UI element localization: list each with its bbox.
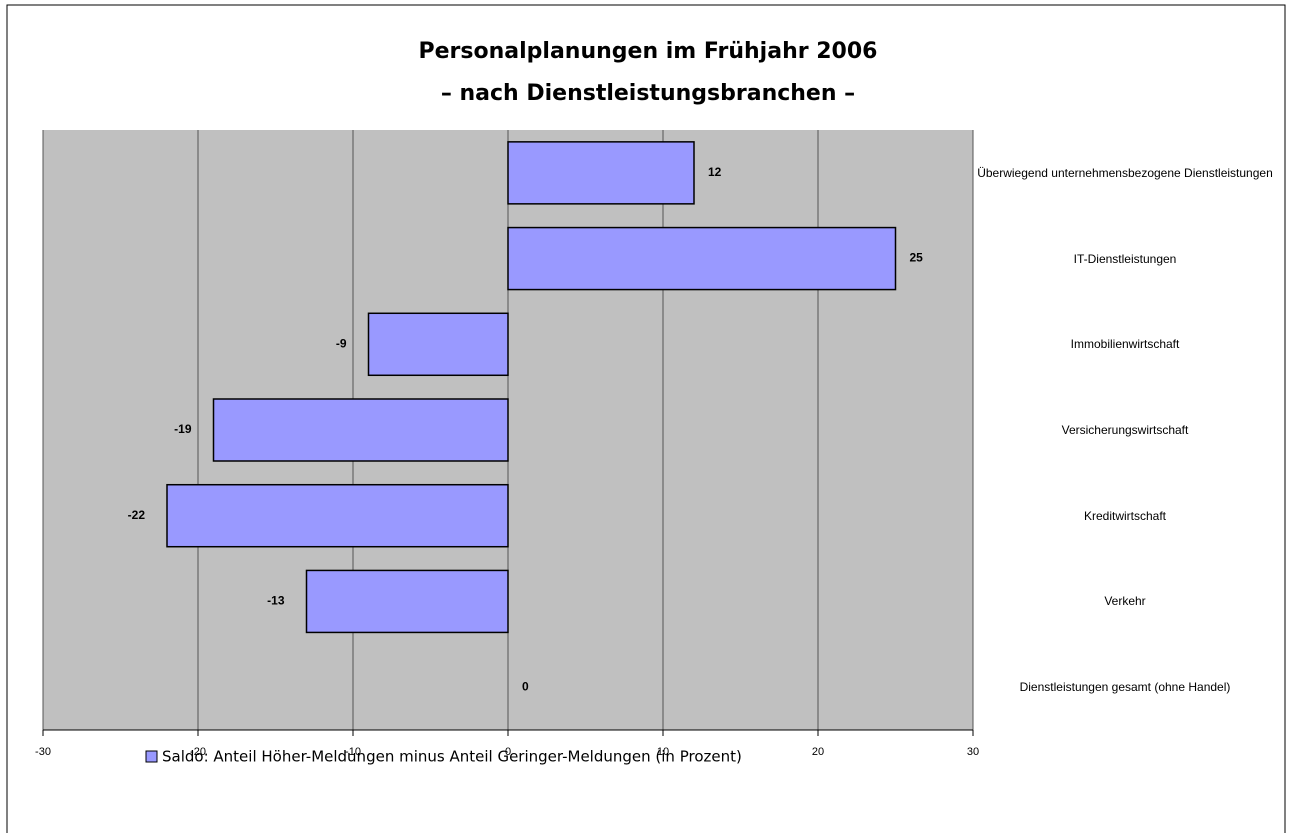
bar xyxy=(507,226,897,291)
x-tick-label: -10 xyxy=(345,746,361,758)
data-label: 0 xyxy=(522,679,529,693)
data-label: -19 xyxy=(174,422,192,436)
y-tick-label: IT-Dienstleistungen xyxy=(1073,251,1177,266)
y-tick-label: Immobilienwirtschaft xyxy=(1070,337,1180,352)
bar xyxy=(212,398,509,462)
x-tick-label: -20 xyxy=(190,746,206,758)
x-tick-label: 0 xyxy=(505,746,511,758)
chart-title: Personalplanungen im Frühjahr 2006 xyxy=(419,39,878,64)
y-tick-label: Kreditwirtschaft xyxy=(1083,508,1167,523)
bar xyxy=(367,312,509,377)
data-label: -22 xyxy=(128,508,146,522)
bar xyxy=(305,569,509,634)
chart-subtitle: – nach Dienstleistungsbranchen – xyxy=(441,81,855,106)
bar xyxy=(507,141,695,205)
x-tick-label: 30 xyxy=(967,746,979,758)
y-tick-label: Überwiegend unternehmensbezogene Dienstl… xyxy=(977,165,1273,180)
data-label: 25 xyxy=(910,251,924,265)
x-tick-label: 10 xyxy=(657,746,669,758)
y-tick-label: Dienstleistungen gesamt (ohne Handel) xyxy=(1019,680,1231,695)
x-tick-label: -30 xyxy=(35,746,51,758)
y-tick-label: Verkehr xyxy=(1104,594,1146,609)
x-tick-label: 20 xyxy=(812,746,824,758)
legend-label: Saldo: Anteil Höher-Meldungen minus Ante… xyxy=(162,748,742,766)
data-label: -9 xyxy=(336,336,347,350)
bar xyxy=(166,483,509,548)
data-label: -13 xyxy=(267,594,285,608)
y-tick-label: Versicherungswirtschaft xyxy=(1061,423,1189,437)
data-label: 12 xyxy=(708,165,722,179)
legend-swatch xyxy=(145,750,158,763)
